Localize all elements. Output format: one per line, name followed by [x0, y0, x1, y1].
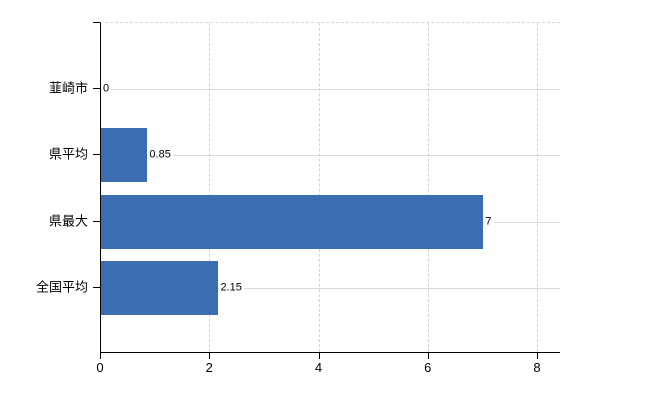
x-axis-tick-label: 4 — [314, 360, 323, 375]
x-axis-tick-label: 8 — [533, 360, 541, 375]
x-axis-tick — [318, 353, 320, 359]
x-gridline — [318, 23, 320, 352]
x-axis-tick — [427, 353, 429, 359]
bar — [101, 194, 484, 249]
y-axis-tick — [93, 88, 100, 90]
bar — [101, 260, 219, 315]
y-gridline — [101, 155, 560, 157]
x-gridline — [427, 23, 429, 352]
bar-value-label: 2.15 — [219, 281, 244, 295]
bar-value-label: 0.85 — [148, 148, 173, 162]
bar — [101, 128, 148, 183]
plot-area: 0 0.85 7 2.15 — [100, 22, 560, 353]
y-axis-tick — [93, 220, 100, 222]
category-label: 県平均 — [48, 146, 88, 162]
x-gridline — [209, 23, 211, 352]
x-axis-tick-label: 6 — [424, 360, 432, 375]
category-label: 県最大 — [48, 213, 88, 229]
x-axis-tick-label: 0 — [96, 360, 104, 375]
y-gridline — [101, 287, 560, 289]
x-axis-tick-label: 2 — [205, 360, 213, 375]
x-axis-tick — [537, 353, 538, 359]
x-axis-tick — [100, 353, 101, 359]
y-axis-tick — [93, 286, 100, 288]
bar-value-label: 0 — [102, 82, 112, 96]
bar-value-label: 7 — [484, 215, 494, 229]
y-gridline — [101, 89, 560, 91]
y-axis-top-tick — [93, 22, 100, 23]
x-gridline — [537, 23, 538, 352]
x-axis-tick — [209, 353, 211, 359]
y-axis-tick — [93, 154, 100, 156]
category-label: 全国平均 — [35, 279, 88, 295]
category-label: 韮崎市 — [48, 80, 88, 96]
